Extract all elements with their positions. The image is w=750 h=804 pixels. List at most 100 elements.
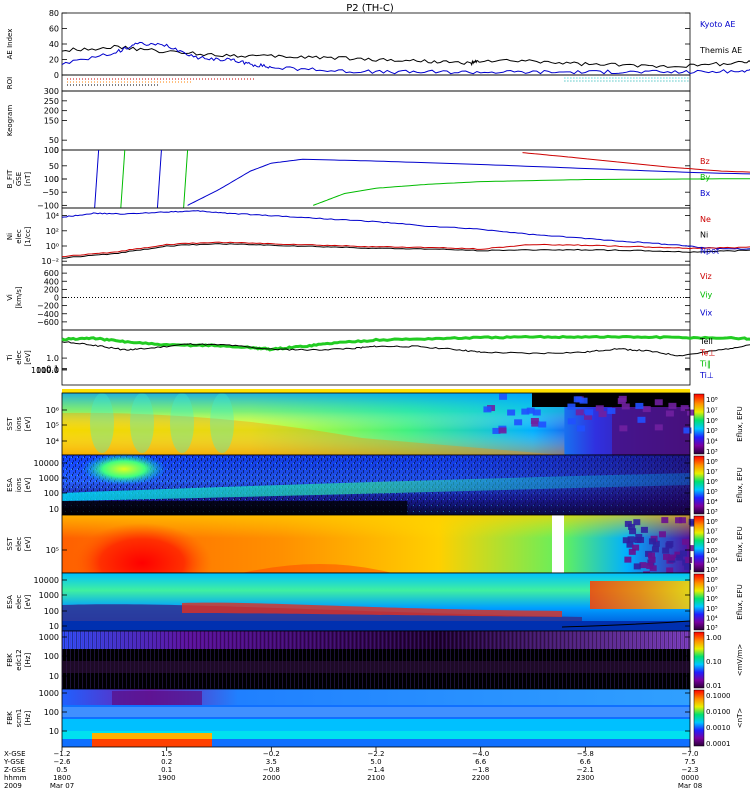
legend-item: Bx <box>700 189 710 198</box>
colorbar-tick-label: 0.10 <box>706 658 722 666</box>
spectrogram-column <box>130 393 154 453</box>
spectrogram-pixel <box>634 563 641 569</box>
y-axis-label-line: [1/cc] <box>24 226 32 246</box>
y-axis-label-line: Vi <box>6 294 14 301</box>
spectrogram-hot-spot <box>92 739 212 747</box>
spectrogram-mid-band <box>62 661 690 673</box>
x-tick-label-line: 3.5 <box>266 758 277 766</box>
y-axis-label-line: Keogram <box>6 105 14 136</box>
spectrogram-pixel <box>619 425 627 431</box>
y-axis-label-line: edc12 <box>15 649 23 671</box>
colorbar-tick-label: 10³ <box>706 566 718 574</box>
y-tick-label: 100 <box>44 708 59 717</box>
legend-item: Themis AE <box>699 46 742 55</box>
y-axis-label-line: ESA <box>6 595 14 609</box>
colorbar-tick-label: 10⁸ <box>706 458 718 466</box>
y-tick-label: −600 <box>37 318 59 327</box>
y-tick-label: 0.1 <box>46 365 59 374</box>
spectrogram-pixel <box>668 403 676 409</box>
colorbar-tick-label: 10⁷ <box>706 528 718 536</box>
colorbar-label: Eflux, EFU <box>736 406 744 441</box>
spectrogram-pixel <box>643 406 651 412</box>
colorbar-tick-label: 10³ <box>706 624 718 632</box>
spectrogram-pixel <box>577 425 585 431</box>
y-axis-label-line: SST <box>6 417 14 431</box>
y-tick-label: 10⁰ <box>46 242 59 251</box>
y-tick-label: 300 <box>44 87 59 96</box>
spectrogram-pixel <box>666 567 673 573</box>
y-axis-label-line: B_FIT <box>6 169 14 188</box>
spectrogram-pixel <box>538 422 546 428</box>
spectrogram-pixel <box>655 399 663 405</box>
x-tick-label-line: −1.4 <box>368 766 386 774</box>
y-tick-label: −50 <box>42 188 59 197</box>
colorbar-tick-label: 10⁸ <box>706 396 718 404</box>
y-tick-label: 1000 <box>39 591 59 600</box>
y-axis-label-line: ESA <box>6 478 14 492</box>
spectrogram-pixel <box>633 519 640 525</box>
y-tick-label: 10000 <box>34 459 59 468</box>
series-line-npot <box>62 211 750 250</box>
spectrogram-pixel <box>682 539 689 545</box>
legend-item: Tell <box>699 337 713 346</box>
spectrogram-pixel <box>666 541 673 547</box>
spectrogram-pixel <box>585 409 593 415</box>
legend-item: Ni <box>700 231 708 240</box>
colorbar-tick-label: 10⁷ <box>706 406 718 414</box>
legend-item: Npot <box>700 246 719 255</box>
y-axis-label: ROI <box>6 77 14 89</box>
colorbar-tick-label: 10⁷ <box>706 468 718 476</box>
spectrogram-pixel <box>655 424 663 430</box>
y-axis-label: AE Index <box>6 29 14 60</box>
y-tick-label: 1000 <box>39 474 59 483</box>
y-tick-label: 150 <box>44 117 59 126</box>
colorbar-tick-label: 10⁴ <box>706 498 718 506</box>
x-tick-label-line: −1.8 <box>472 766 489 774</box>
x-axis: X-GSEY-GSEZ-GSEhhmm2009−1.2−2.60.51800Ma… <box>3 747 702 790</box>
colorbar-tick-label: 10³ <box>706 508 718 516</box>
y-axis-label-line: AE Index <box>6 29 14 60</box>
y-tick-label: 10⁻² <box>41 257 59 266</box>
colorbar-label: Eflux, EFU <box>736 526 744 561</box>
y-axis-label-line: elec <box>15 595 23 610</box>
y-axis-label-line: SST <box>6 537 14 551</box>
y-tick-label: 100 <box>44 652 59 661</box>
colorbar <box>694 516 704 572</box>
y-tick-label: 10 <box>49 505 59 514</box>
x-tick-label-line: Mar 08 <box>678 782 702 790</box>
series-spike <box>121 150 125 208</box>
x-tick-label-line: 5.0 <box>370 758 381 766</box>
spectrogram-pixel <box>623 537 630 543</box>
colorbar-tick-label: 10⁶ <box>706 595 718 603</box>
y-tick-label: 50 <box>49 136 59 145</box>
colorbar-tick-label: 10⁸ <box>706 518 718 526</box>
spectrogram-data-gap <box>532 393 690 407</box>
colorbar <box>694 690 704 746</box>
x-tick-label-line: −2.2 <box>368 750 385 758</box>
colorbar-tick-label: 10⁶ <box>706 417 718 425</box>
spectrogram-stripes <box>62 631 690 689</box>
y-axis-label-line: [eV] <box>24 350 32 365</box>
x-tick-label-line: 2000 <box>262 774 280 782</box>
spectrogram-pixel <box>596 405 604 411</box>
spectrogram-pixel <box>661 517 668 523</box>
y-axis-label-line: [km/s] <box>15 286 23 309</box>
x-tick-label-line: −1.2 <box>54 750 71 758</box>
colorbar-tick-label: 10⁴ <box>706 556 718 564</box>
panel-frame <box>62 208 690 265</box>
x-axis-row-label: Y-GSE <box>3 758 25 766</box>
x-axis-row-label: X-GSE <box>4 750 26 758</box>
spectrogram-hot-spot <box>82 453 166 485</box>
y-axis-label-line: elec <box>15 229 23 244</box>
x-axis-row-label: Z-GSE <box>4 766 26 774</box>
spectrogram-pixel <box>514 419 522 425</box>
